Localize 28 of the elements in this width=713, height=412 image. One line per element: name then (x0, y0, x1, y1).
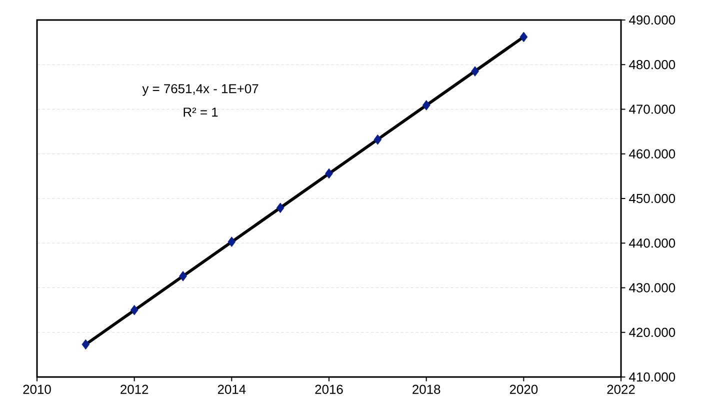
point (471, 66, 479, 76)
y-tick-label: 490.000 (629, 15, 676, 25)
x-tick-label: 2014 (218, 384, 246, 394)
y-tick-label: 480.000 (629, 60, 676, 70)
y-tick-label: 440.000 (629, 238, 676, 248)
point (325, 168, 333, 179)
point (374, 134, 382, 145)
y-tick-label: 430.000 (629, 283, 676, 292)
point (276, 202, 284, 214)
annotation: y = 7651,4x - 1E+07 (142, 84, 258, 96)
y-tick-label: 420.000 (629, 328, 676, 337)
y-tick-label: 460.000 (629, 149, 676, 158)
point (82, 339, 90, 350)
x-tick-label: 2010 (23, 384, 51, 394)
y-tick-label: 410.000 (629, 372, 676, 382)
point (179, 270, 187, 282)
y-tick-label: 470.000 (629, 104, 676, 114)
point (520, 32, 528, 42)
point (228, 236, 236, 247)
x-tick-label: 2016 (315, 384, 343, 394)
x-tick-label: 2022 (607, 384, 635, 394)
y-tick-label: 450.000 (629, 194, 676, 204)
point (130, 304, 138, 316)
annotation: R² = 1 (184, 108, 218, 117)
x-tick-label: 2018 (412, 384, 440, 394)
x-tick-label: 2020 (510, 384, 538, 394)
point (422, 100, 430, 110)
x-tick-label: 2012 (120, 384, 148, 394)
